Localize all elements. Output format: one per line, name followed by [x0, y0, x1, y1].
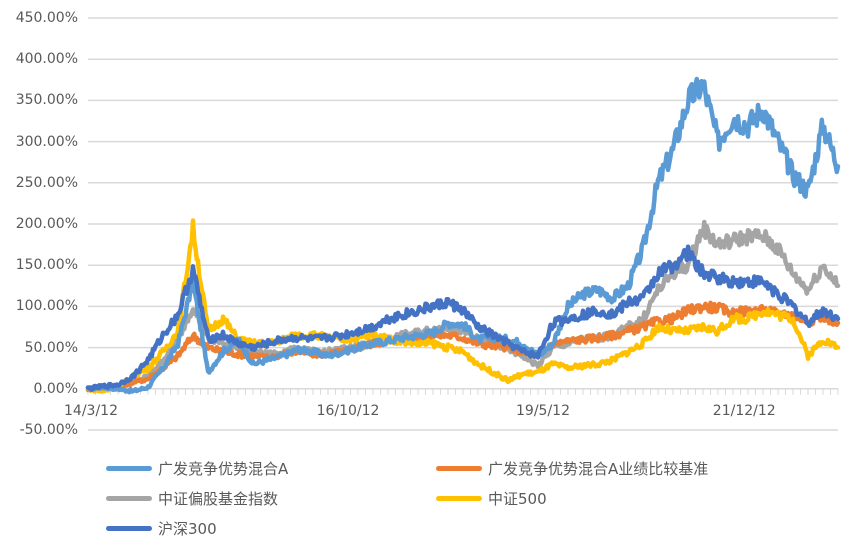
legend-item-gf-competitive-advantage-a[interactable]: 广发竞争优势混合A [106, 458, 288, 479]
x-tick-label: 19/5/12 [516, 403, 571, 419]
x-tick-label: 21/12/12 [712, 403, 776, 419]
y-tick-label: 450.00% [15, 10, 78, 26]
y-tick-label: -50.00% [19, 422, 78, 438]
legend-swatch-icon [106, 526, 152, 531]
y-tick-label: 350.00% [15, 92, 78, 109]
x-tick-label: 14/3/12 [64, 403, 118, 419]
y-tick-label: 0.00% [33, 380, 78, 397]
legend-label: 中证偏股基金指数 [158, 490, 279, 508]
legend-swatch-icon [436, 466, 482, 471]
legend-label: 广发竞争优势混合A [158, 460, 289, 478]
legend-label: 中证500 [488, 490, 547, 508]
series-line [85, 218, 841, 394]
y-tick-label: 300.00% [15, 133, 78, 150]
x-tick-label: 16/10/12 [316, 403, 380, 419]
y-tick-label: 50.00% [24, 339, 78, 356]
legend-item-csi-equity-fund-index[interactable]: 中证偏股基金指数 [106, 488, 278, 509]
y-tick-label: 200.00% [15, 216, 78, 232]
legend-item-csi-300[interactable]: 沪深300 [106, 518, 217, 539]
series-line [85, 300, 841, 393]
y-tick-label: 400.00% [15, 51, 78, 68]
legend-swatch-icon [436, 496, 482, 501]
legend-swatch-icon [106, 466, 152, 471]
series-line [85, 76, 841, 395]
legend-label: 广发竞争优势混合A业绩比较基准 [488, 460, 709, 478]
series-line [85, 244, 841, 392]
legend-swatch-icon [106, 496, 152, 501]
legend-item-csi-500[interactable]: 中证500 [436, 488, 547, 509]
y-tick-label: 150.00% [15, 257, 78, 274]
y-tick-label: 100.00% [15, 298, 78, 315]
legend-label: 沪深300 [158, 520, 217, 538]
y-tick-label: 250.00% [15, 174, 78, 191]
legend-item-gf-benchmark[interactable]: 广发竞争优势混合A业绩比较基准 [436, 458, 708, 479]
